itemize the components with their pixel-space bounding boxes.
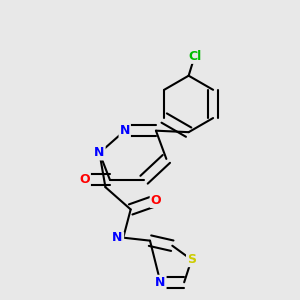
Text: N: N bbox=[94, 146, 105, 160]
Text: Cl: Cl bbox=[188, 50, 201, 63]
Text: H: H bbox=[114, 233, 123, 243]
Text: N: N bbox=[111, 231, 122, 244]
Text: O: O bbox=[151, 194, 161, 207]
Text: N: N bbox=[119, 124, 130, 137]
Text: N: N bbox=[155, 276, 166, 289]
Text: S: S bbox=[187, 253, 196, 266]
Text: O: O bbox=[79, 173, 90, 186]
